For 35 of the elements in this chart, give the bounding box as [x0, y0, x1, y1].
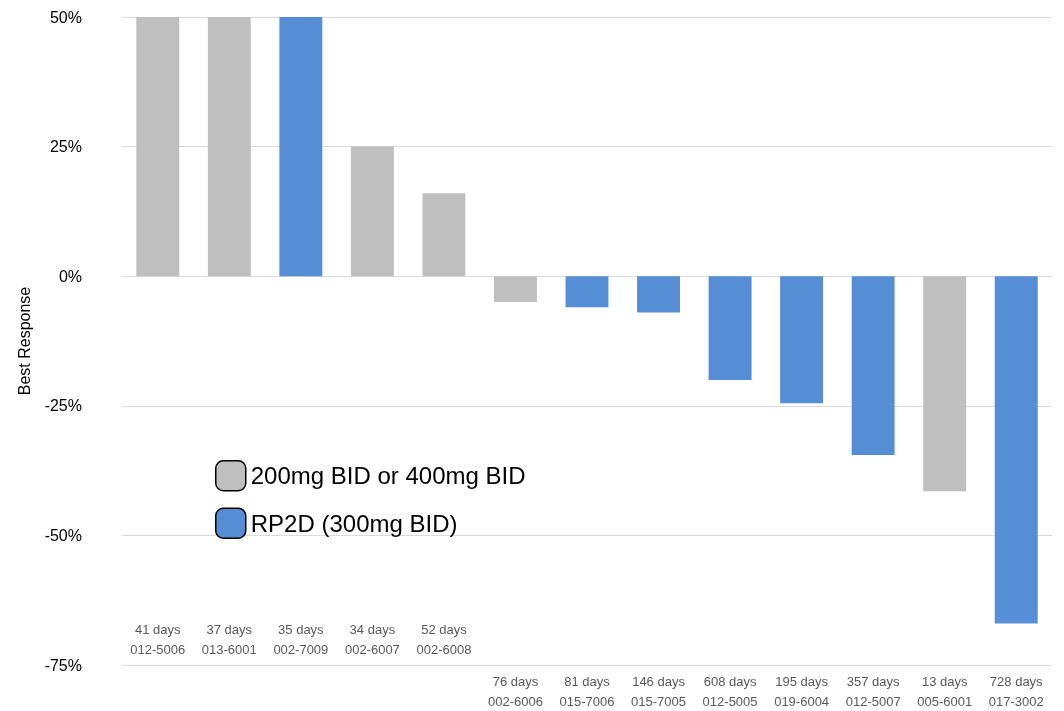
bar [565, 276, 609, 308]
y-axis-title: Best Response [15, 286, 33, 396]
bar [994, 276, 1038, 624]
bar [207, 17, 251, 277]
bar [780, 276, 824, 404]
y-tick-label: -50% [44, 526, 82, 544]
x-tick-label: 52 days 002-6008 [416, 621, 472, 657]
bar [494, 276, 537, 303]
y-tick-label: 0% [58, 267, 82, 285]
x-tick-label: 728 days 017-3002 [988, 673, 1044, 709]
x-tick-label: 13 days 005-6001 [917, 673, 973, 709]
bar [708, 276, 752, 380]
bar [279, 17, 323, 277]
y-tick-label: 50% [49, 8, 82, 26]
bar [136, 17, 180, 277]
x-tick-label: 608 days 012-5005 [702, 673, 758, 709]
legend-label: RP2D (300mg BID) [250, 509, 458, 537]
legend-label: 200mg BID or 400mg BID [250, 462, 526, 490]
x-tick-label: 146 days 015-7005 [631, 673, 687, 709]
x-tick-label: 195 days 019-6004 [774, 673, 830, 709]
x-tick-label: 357 days 012-5007 [845, 673, 901, 709]
x-tick-label: 34 days 002-6007 [344, 621, 400, 657]
bar [851, 276, 895, 456]
y-tick-label: 25% [49, 138, 82, 156]
bar [422, 193, 466, 277]
x-tick-label: 41 days 012-5006 [130, 621, 186, 657]
bar [923, 276, 967, 492]
bar [637, 276, 680, 313]
x-tick-label: 81 days 015-7006 [559, 673, 615, 709]
x-tick-label: 35 days 002-7009 [273, 621, 329, 657]
y-tick-label: -75% [44, 656, 82, 674]
bar [350, 146, 394, 277]
y-tick-label: -25% [44, 397, 82, 415]
x-tick-label: 76 days 002-6006 [487, 673, 543, 709]
x-tick-label: 37 days 013-6001 [201, 621, 257, 657]
